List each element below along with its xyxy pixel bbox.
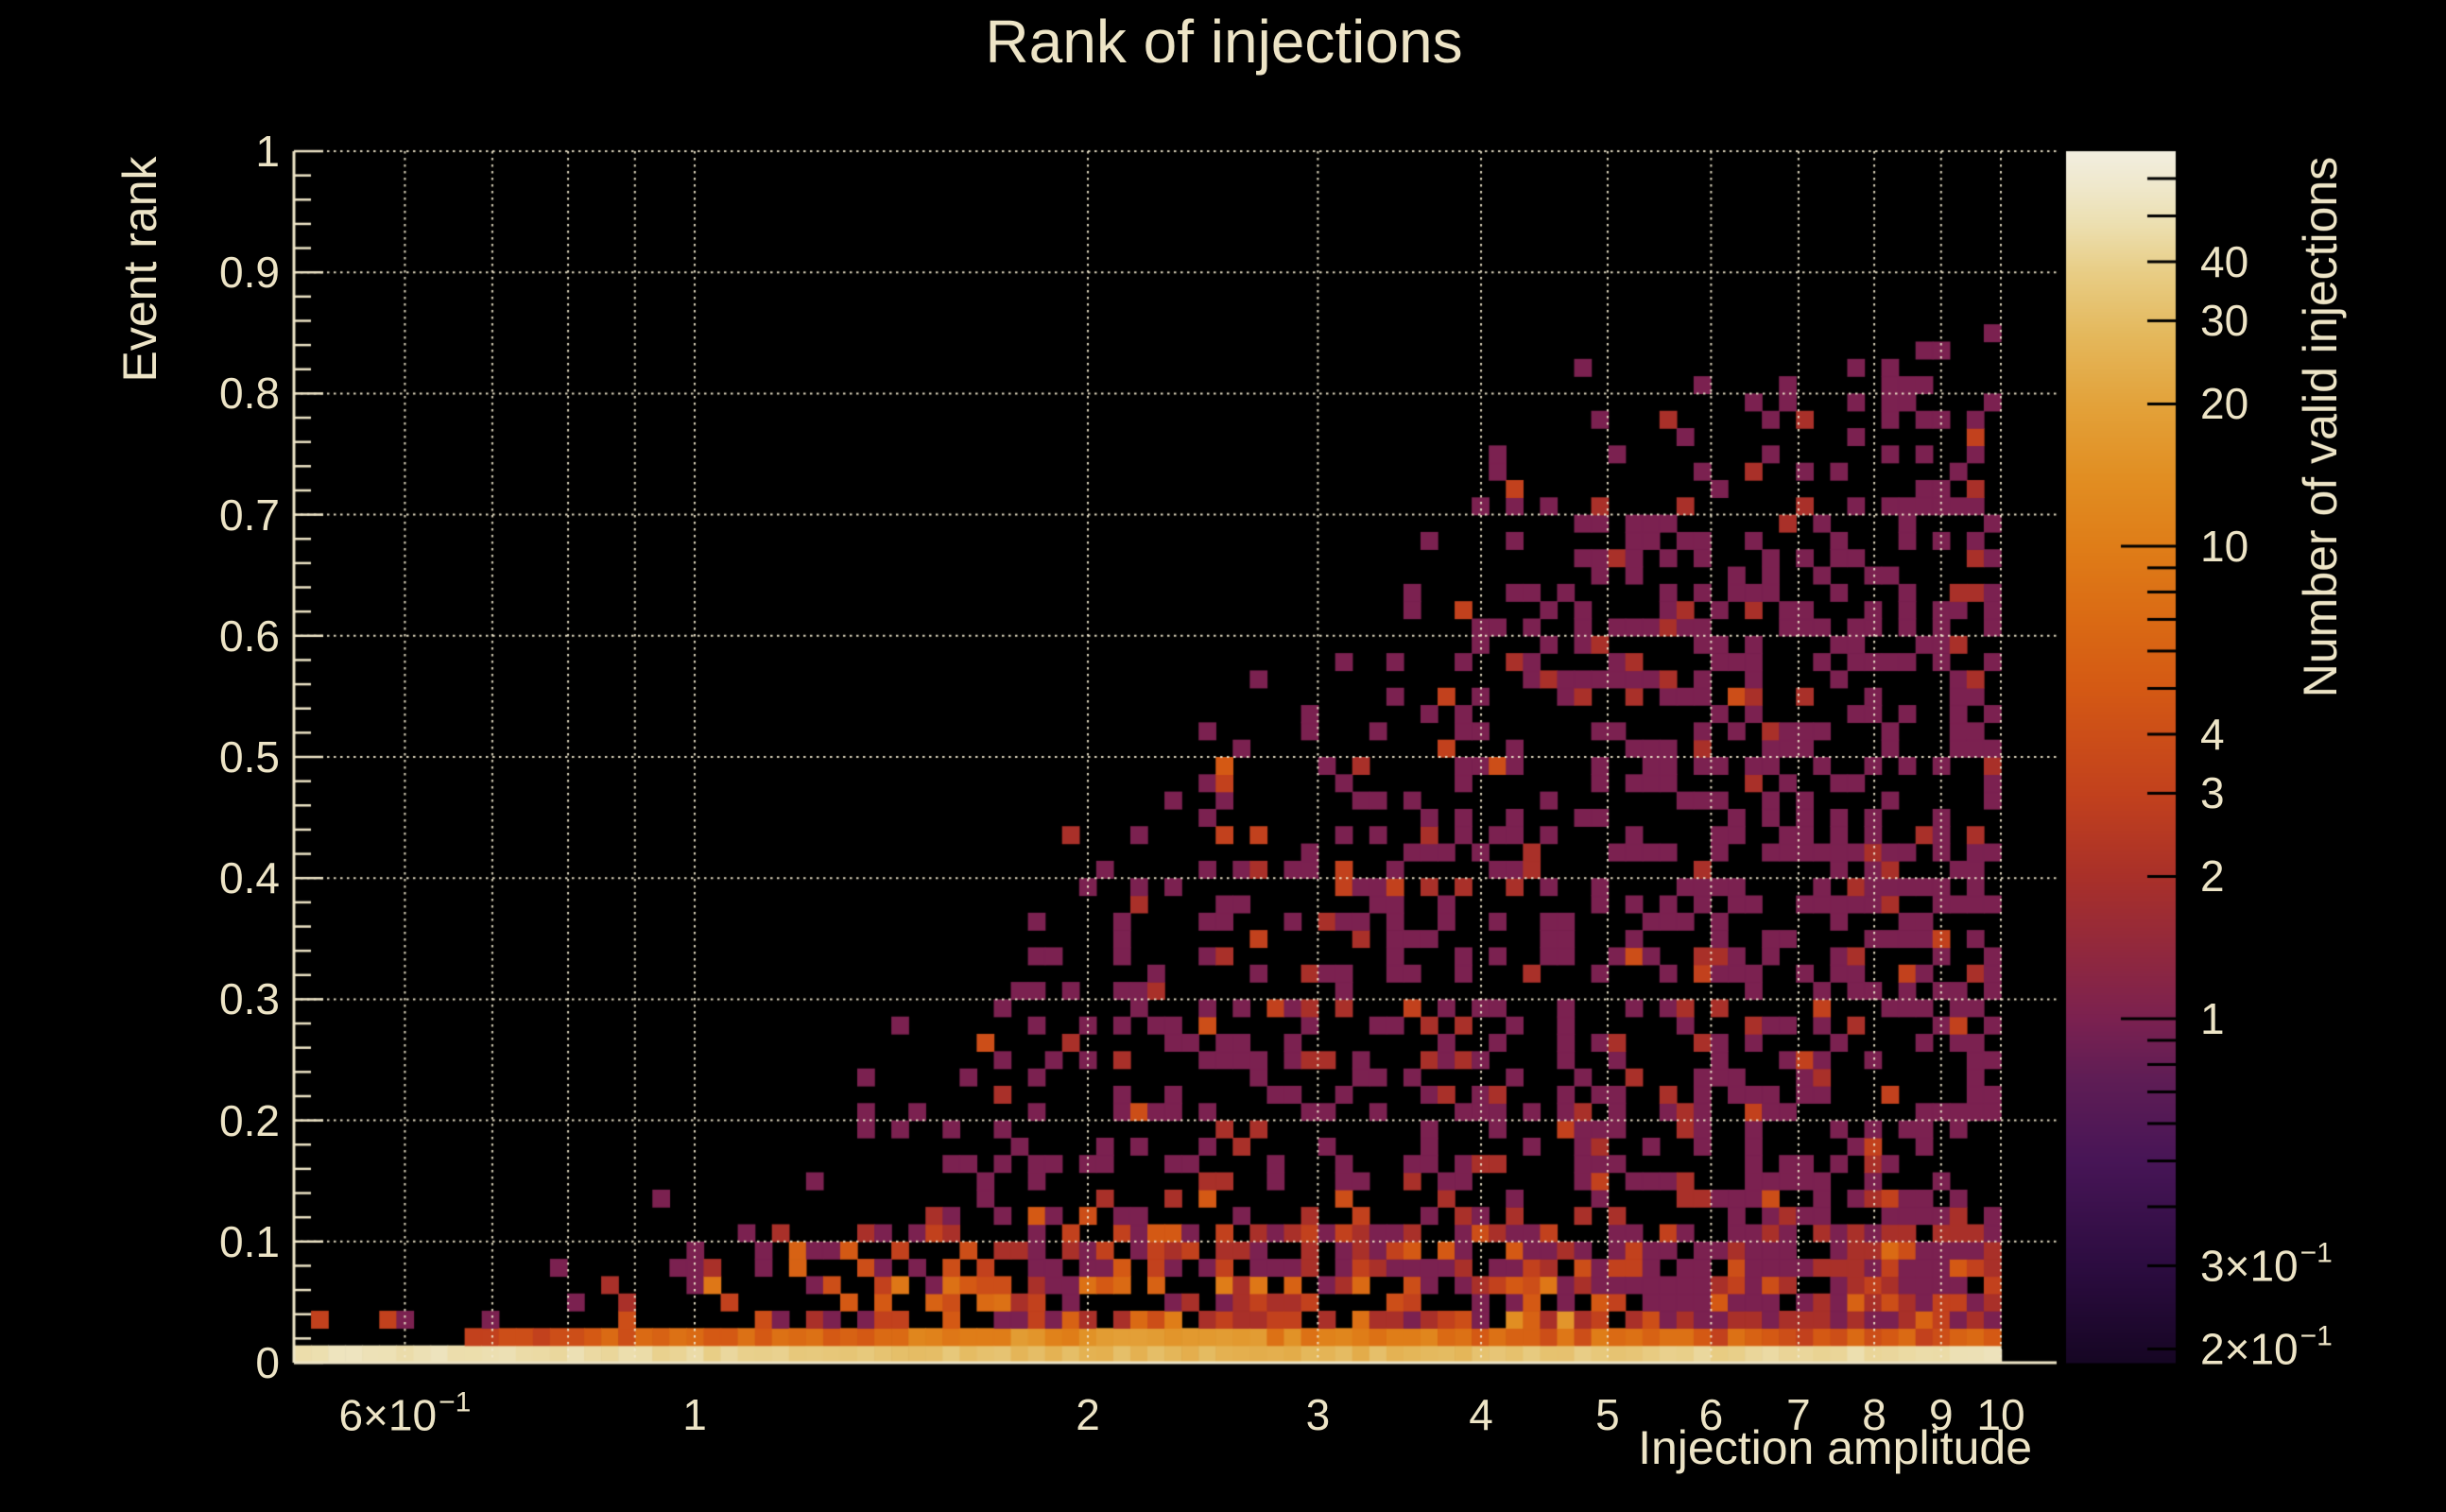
x-tick-label: 6 [1698, 1390, 1724, 1439]
y-tick-label: 0 [255, 1338, 280, 1387]
colorbar-tick-label: 40 [2200, 236, 2249, 286]
y-tick-label: 0.9 [219, 248, 280, 298]
colorbar-tick-label: 20 [2200, 379, 2249, 429]
colorbar-tick-label: 2 [2200, 851, 2225, 902]
y-tick-label: 0.5 [219, 732, 280, 782]
colorbar-tick-label: 30 [2200, 296, 2249, 346]
x-tick-label: 2 [1076, 1390, 1100, 1439]
x-tick-label: 1 [682, 1390, 707, 1439]
x-tick-label: 3 [1305, 1390, 1331, 1439]
y-tick-label: 0.7 [219, 490, 280, 540]
x-tick-label: 9 [1928, 1390, 1954, 1439]
x-tick-label: 5 [1595, 1390, 1620, 1439]
colorbar-tick-label: 3×10−1 [2200, 1237, 2333, 1292]
y-tick-label: 1 [255, 127, 280, 176]
colorbar-tick-label: 2×10−1 [2200, 1320, 2333, 1375]
y-tick-label: 0.3 [219, 974, 280, 1024]
colorbar-tick-label: 3 [2200, 768, 2225, 818]
x-tick-label: 10 [1976, 1390, 2025, 1439]
colorbar-title: Number of valid injections [2294, 156, 2347, 698]
colorbar-tick-label: 1 [2200, 994, 2225, 1043]
y-tick-label: 0.1 [219, 1216, 280, 1266]
chart-title: Rank of injections [985, 8, 1463, 76]
y-tick-label: 0.6 [219, 610, 280, 661]
x-tick-label: 6×10−1 [338, 1386, 472, 1440]
colorbar-tick-label: 4 [2200, 709, 2225, 759]
x-axis-title: Injection amplitude [1638, 1421, 2032, 1474]
x-tick-label: 4 [1469, 1390, 1493, 1439]
y-tick-label: 0.8 [219, 369, 280, 419]
y-axis-title: Event rank [113, 156, 166, 383]
x-tick-label: 8 [1862, 1390, 1886, 1439]
colorbar-tick-label: 10 [2200, 522, 2249, 571]
y-tick-label: 0.4 [219, 853, 280, 903]
y-tick-label: 0.2 [219, 1095, 280, 1145]
x-tick-label: 7 [1786, 1390, 1811, 1439]
